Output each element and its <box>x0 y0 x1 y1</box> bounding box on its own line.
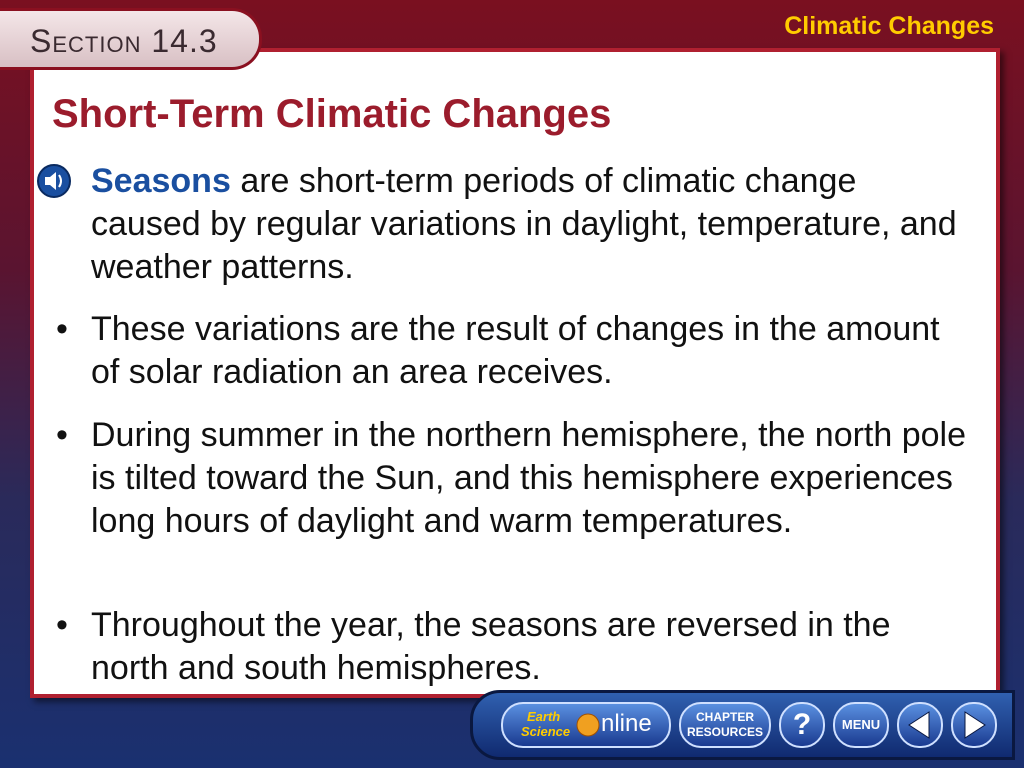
paragraph: Seasons are short-term periods of climat… <box>91 160 971 289</box>
menu-button[interactable]: MENU <box>833 702 889 748</box>
logo-text: nline <box>601 710 652 737</box>
prev-button[interactable] <box>897 702 943 748</box>
button-label: RESOURCES <box>686 725 763 739</box>
next-button[interactable] <box>951 702 997 748</box>
chapter-resources-button[interactable]: CHAPTER RESOURCES <box>679 702 771 748</box>
logo-text: Earth <box>527 709 561 724</box>
paragraph-text: are short-term periods of climatic chang… <box>91 162 957 286</box>
nav-bar: Earth Science nline CHAPTER RESOURCES ? … <box>470 690 1015 760</box>
logo-text: Science <box>521 724 571 739</box>
help-button[interactable]: ? <box>779 702 825 748</box>
next-icon <box>964 711 986 739</box>
paragraph: Throughout the year, the seasons are rev… <box>91 606 891 687</box>
globe-icon <box>576 713 600 737</box>
slide-title: Short-Term Climatic Changes <box>52 92 612 136</box>
content-panel <box>30 48 1000 698</box>
section-label: Section 14.3 <box>30 23 218 59</box>
button-label: CHAPTER <box>695 710 754 724</box>
bullet: • <box>56 310 68 348</box>
prev-icon <box>908 711 930 739</box>
bullet: • <box>56 416 68 454</box>
paragraph: During summer in the northern hemisphere… <box>91 416 967 540</box>
online-button[interactable]: Earth Science nline <box>501 702 671 748</box>
audio-icon[interactable] <box>36 163 76 199</box>
paragraph: These variations are the result of chang… <box>91 310 940 391</box>
bullet: • <box>56 606 68 644</box>
keyword: Seasons <box>91 162 231 200</box>
topic-header: Climatic Changes <box>784 12 994 40</box>
section-tab: Section 14.3 <box>0 8 262 70</box>
